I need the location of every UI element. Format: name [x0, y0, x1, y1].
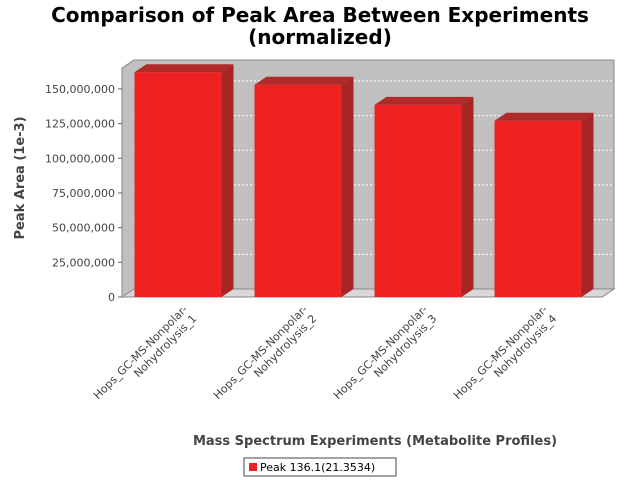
bar-top [494, 112, 594, 121]
bar-front [374, 104, 462, 297]
y-tick-label: 25,000,000 [52, 256, 115, 269]
y-tick-label: 150,000,000 [45, 83, 115, 96]
x-category-label-line: Hops_GC-MS-Nonpolar- [91, 303, 190, 402]
x-category-label: Hops_GC-MS-Nonpolar-Nohydrolysis_3 [331, 303, 439, 411]
bar-top [254, 76, 354, 85]
legend-entry: Peak 136.1(21.3534) [260, 461, 375, 474]
bars [134, 64, 594, 298]
x-axis-label: Mass Spectrum Experiments (Metabolite Pr… [193, 434, 557, 449]
bar-front [134, 72, 222, 297]
x-category-label-line: Hops_GC-MS-Nonpolar- [451, 303, 550, 402]
bar-top [134, 64, 234, 73]
x-category-label-line: Hops_GC-MS-Nonpolar- [211, 303, 310, 402]
y-tick-label: 125,000,000 [45, 118, 115, 131]
legend-swatch [249, 463, 257, 471]
y-tick-label: 50,000,000 [52, 222, 115, 235]
bar [374, 96, 474, 297]
x-category-label: Hops_GC-MS-Nonpolar-Nohydrolysis_1 [91, 303, 199, 411]
bar [494, 112, 594, 297]
y-tick-label: 100,000,000 [45, 152, 115, 165]
bar [134, 64, 234, 297]
y-axis-label: Peak Area (1e-3) [13, 116, 28, 239]
x-category-label: Hops_GC-MS-Nonpolar-Nohydrolysis_4 [451, 303, 559, 411]
y-tick-label: 75,000,000 [52, 187, 115, 200]
bar-front [254, 84, 342, 298]
bar-side [581, 112, 594, 297]
bar-side [461, 96, 474, 297]
y-tick-label: 0 [108, 291, 115, 304]
x-axis-categories: Hops_GC-MS-Nonpolar-Nohydrolysis_1 Hops_G… [91, 303, 559, 411]
legend-box [243, 457, 397, 477]
bar [254, 76, 354, 298]
legend: Peak 136.1(21.3534) [243, 457, 397, 477]
bar-front [494, 120, 582, 297]
bar-side [221, 64, 234, 297]
chart-title-line-1: Comparison of Peak Area Between Experime… [51, 3, 589, 27]
x-category-label: Hops_GC-MS-Nonpolar-Nohydrolysis_2 [211, 303, 319, 411]
x-category-label-line: Hops_GC-MS-Nonpolar- [331, 303, 430, 402]
bar-top [374, 96, 474, 105]
chart-title-line-2: (normalized) [248, 25, 392, 49]
bar-side [341, 76, 354, 298]
y-axis-ticks: 0 25,000,000 50,000,000 75,000,000 100,000,0… [45, 83, 122, 304]
